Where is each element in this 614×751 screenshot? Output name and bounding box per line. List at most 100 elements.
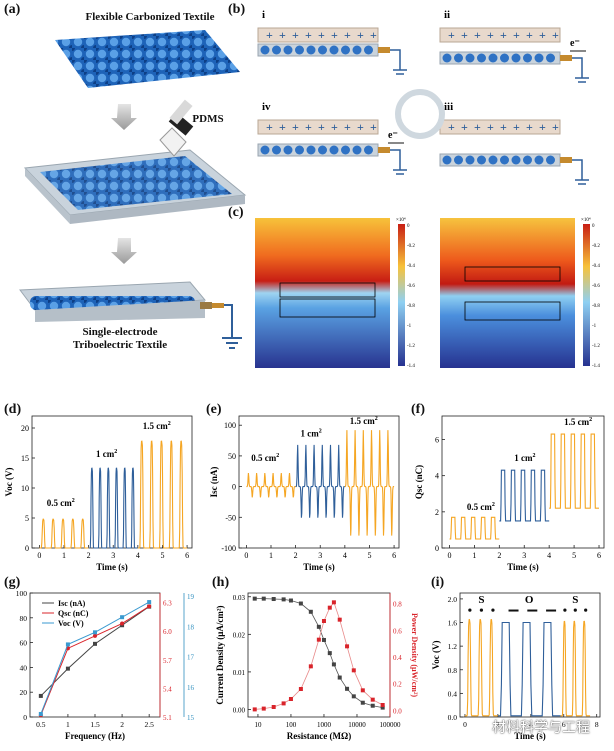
x-tick-label: 6: [562, 720, 566, 729]
morse-dot: [584, 608, 588, 612]
colorbar-tick: -0.2: [592, 244, 600, 249]
triboelectric-caption-line1: Single-electrode: [82, 326, 158, 338]
right-tick-power: 0.8: [393, 601, 402, 609]
colorbar-tick: -1: [407, 324, 412, 329]
x-axis-label: Resistance (MΩ): [287, 731, 351, 741]
down-arrow-1: [111, 104, 137, 130]
panel-b-working-mechanism: i+ + + + + + + + +ii+ + + + + + + + +e⁻iii+ + + + + + + + +iv+ + +…: [257, 9, 589, 185]
data-point: [65, 642, 70, 647]
svg-text:+: +: [474, 28, 481, 42]
svg-text:+: +: [331, 28, 338, 42]
y-tick-label: 20: [21, 424, 29, 433]
power-point: [351, 668, 356, 673]
colorbar-tick: -1: [592, 324, 597, 329]
curve-annotation: 1.5 cm2: [564, 417, 592, 427]
y-tick-label: 0.03: [233, 594, 246, 602]
morse-dot: [563, 608, 567, 612]
plot-frame-e: [238, 415, 400, 549]
x-tick-label: 3: [522, 551, 526, 560]
y-tick-label: 100: [224, 421, 236, 430]
power-point: [298, 687, 303, 691]
electron-label-iv: e⁻: [388, 130, 398, 141]
right-tick-power: 0.2: [393, 681, 402, 689]
data-point: [93, 630, 97, 635]
x-tick-label: 0: [244, 551, 248, 560]
x-axis-label: Time (s): [514, 731, 546, 741]
y-tick-label: 1.6: [448, 619, 458, 628]
y-axis-label: Isc (nA): [209, 467, 219, 498]
x-tick-label: 5: [367, 551, 371, 560]
svg-text:+: +: [344, 120, 351, 134]
plot-frame-i: [459, 592, 601, 718]
power-point: [271, 705, 276, 709]
y-tick-label: -100: [221, 544, 236, 553]
x-tick-label: 5: [572, 551, 576, 560]
data-point: [65, 666, 70, 671]
colorbar-tick: -0.8: [592, 304, 600, 309]
y-axis-label: Qsc (nC): [414, 465, 424, 499]
svg-text:+: +: [305, 28, 312, 42]
x-tick-label: 0: [447, 551, 451, 560]
morse-dash: [508, 609, 519, 612]
x-tick-label: 4: [136, 551, 140, 560]
power-point: [337, 617, 342, 622]
y-tick-label: 0: [435, 544, 439, 553]
y-axis-label: Voc (V): [4, 468, 14, 497]
chart-i-touch-sequence: 0 2 4 6 8 0.0 0.4 0.8 1.2 1.6 2.0 Time (s) Voc (V) S O…: [431, 592, 601, 741]
panel-label-c: (c): [228, 205, 244, 220]
x-tick-label: 3: [318, 551, 322, 560]
step-label-i: i: [262, 9, 265, 21]
svg-text:+: +: [318, 120, 325, 134]
current-point: [321, 637, 326, 642]
colorbar-tick: -0.8: [407, 304, 415, 309]
power-point: [360, 688, 365, 693]
voc-series-2: [137, 440, 188, 549]
morse-dot: [491, 608, 495, 612]
y-tick-label: 4: [435, 472, 439, 481]
y-tick-label: 0.01: [233, 669, 246, 677]
colorbar-tick: 0: [407, 224, 410, 229]
chart-d-voc: 0 1 2 3 4 5 6 0 5 10 15 20 Time (s) Voc (V) 0.5 cm2 1 c…: [4, 415, 193, 572]
x-tick-label: 6: [392, 551, 396, 560]
plot-frame-d: [31, 415, 193, 549]
dielectric-layer-iv: [257, 119, 379, 135]
svg-text:+: +: [331, 120, 338, 134]
panel-label-a: (a): [4, 2, 21, 17]
x-tick-label: 10000: [348, 721, 366, 729]
step-label-iv: iv: [262, 101, 271, 113]
y-tick-label: 0.8: [448, 666, 458, 675]
svg-text:+: +: [487, 120, 494, 134]
chart-f-qsc: 0 1 2 3 4 5 6 0 2 4 6 Time (s) Qsc (nC) 0.5 cm2 1 cm2 1…: [414, 415, 605, 572]
current-point: [351, 694, 356, 699]
x-tick-label: 4: [547, 551, 551, 560]
svg-text:+: +: [292, 28, 299, 42]
voc-series-1: [88, 467, 138, 549]
carbonized-textile-title: Flexible Carbonized Textile: [85, 11, 215, 23]
morse-dot: [573, 608, 577, 612]
svg-text:+: +: [513, 120, 520, 134]
svg-text:+: +: [370, 28, 377, 42]
x-tick-label: 2: [294, 551, 298, 560]
right-tick-power: 0.0: [393, 707, 402, 715]
chart-g-frequency: 0.5 1 1.5 2 2.5 0 20 40 60 80 100 Frequency (Hz) 5.1…: [16, 589, 195, 741]
svg-text:+: +: [526, 28, 533, 42]
curve-annotation: 1.5 cm2: [350, 416, 378, 426]
data-point: [38, 693, 43, 698]
colorbar-1: [398, 224, 405, 366]
current-point: [298, 601, 303, 606]
svg-text:+: +: [539, 120, 546, 134]
watermark-text: 材料科学与工程: [492, 720, 590, 736]
svg-text:+: +: [500, 120, 507, 134]
x-axis-label: Time (s): [507, 562, 539, 572]
touch-series-0: [464, 618, 498, 717]
x-tick-label: 1: [62, 551, 66, 560]
plot-frame-h: [247, 592, 391, 718]
data-point: [93, 633, 97, 638]
x-tick-label: 0: [37, 551, 41, 560]
current-point: [252, 596, 257, 601]
isc-series-0: [246, 473, 296, 498]
touch-letter: S: [478, 594, 484, 606]
cycle-arrow: [395, 89, 445, 139]
current-point: [327, 651, 332, 656]
y-tick-label: 0: [23, 713, 27, 722]
